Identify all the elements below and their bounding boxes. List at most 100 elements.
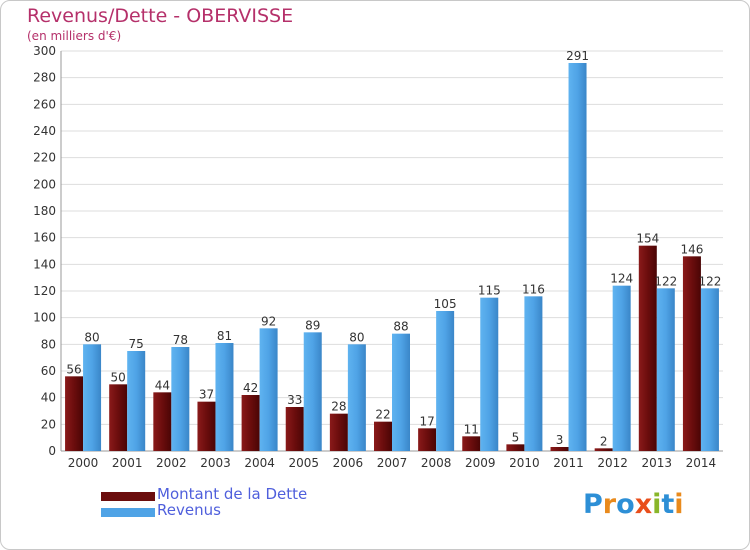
- logo-letter: i: [652, 489, 662, 520]
- data-label-revenus: 105: [434, 297, 457, 311]
- bar-revenus: [524, 296, 543, 451]
- bar-revenus: [215, 343, 234, 451]
- chart-subtitle: (en milliers d'€): [27, 29, 122, 43]
- bar-dette: [153, 392, 172, 451]
- data-label-revenus: 78: [173, 333, 188, 347]
- bar-revenus: [171, 347, 190, 451]
- x-tick-label: 2006: [333, 456, 364, 470]
- y-tick-label: 280: [33, 71, 56, 85]
- x-tick-label: 2014: [686, 456, 717, 470]
- bar-revenus: [436, 311, 455, 451]
- bar-dette: [550, 447, 569, 451]
- legend-label-revenus: Revenus: [157, 501, 221, 519]
- chart-title: Revenus/Dette - OBERVISSE: [27, 5, 294, 27]
- data-label-dette: 56: [66, 362, 81, 376]
- bar-revenus: [612, 285, 631, 451]
- data-label-revenus: 89: [305, 318, 320, 332]
- data-label-revenus: 92: [261, 314, 276, 328]
- y-tick-label: 120: [33, 284, 56, 298]
- bar-revenus: [259, 328, 278, 451]
- data-label-dette: 33: [287, 393, 302, 407]
- logo-letter: t: [661, 489, 675, 520]
- legend-swatch-revenus: [101, 508, 155, 517]
- legend-swatch-dette: [101, 492, 155, 501]
- y-tick-label: 20: [41, 417, 56, 431]
- bar-dette: [682, 256, 701, 451]
- bar-revenus: [568, 63, 587, 451]
- x-tick-label: 2001: [112, 456, 143, 470]
- bar-dette: [638, 245, 657, 451]
- proxiti-logo: Proxiti: [583, 489, 684, 520]
- data-label-dette: 17: [419, 414, 434, 428]
- data-label-revenus: 122: [698, 274, 721, 288]
- bar-dette: [241, 395, 260, 451]
- bar-dette: [374, 421, 392, 451]
- data-label-dette: 3: [556, 433, 564, 447]
- data-label-dette: 11: [464, 422, 479, 436]
- x-tick-label: 2009: [465, 456, 496, 470]
- bar-dette: [65, 376, 84, 451]
- data-label-revenus: 122: [654, 274, 677, 288]
- data-label-revenus: 116: [522, 282, 545, 296]
- y-tick-label: 0: [48, 444, 56, 458]
- x-tick-label: 2013: [642, 456, 673, 470]
- y-tick-label: 140: [33, 257, 56, 271]
- data-label-dette: 50: [111, 370, 126, 384]
- data-label-dette: 154: [636, 232, 659, 246]
- x-tick-label: 2011: [553, 456, 584, 470]
- y-tick-label: 100: [33, 311, 56, 325]
- logo-letter: i: [674, 489, 684, 520]
- y-tick-label: 200: [33, 177, 56, 191]
- bar-revenus: [392, 333, 410, 451]
- data-label-revenus: 81: [217, 329, 232, 343]
- y-tick-label: 180: [33, 204, 56, 218]
- bar-dette: [197, 401, 216, 451]
- data-label-revenus: 115: [478, 284, 501, 298]
- data-label-dette: 146: [680, 242, 703, 256]
- x-tick-label: 2007: [377, 456, 408, 470]
- y-tick-label: 60: [41, 364, 56, 378]
- logo-letter: r: [602, 489, 617, 520]
- data-label-dette: 28: [331, 400, 346, 414]
- logo-letter: P: [583, 489, 603, 520]
- bar-dette: [418, 428, 437, 451]
- bar-revenus: [303, 332, 322, 451]
- bar-dette: [594, 448, 613, 451]
- data-label-revenus: 88: [393, 320, 408, 334]
- data-label-revenus: 124: [610, 272, 633, 286]
- logo-letter: x: [634, 489, 653, 520]
- x-tick-label: 2000: [68, 456, 99, 470]
- data-label-dette: 37: [199, 388, 214, 402]
- y-tick-label: 300: [33, 44, 56, 58]
- data-label-revenus: 75: [129, 337, 144, 351]
- x-tick-label: 2008: [421, 456, 452, 470]
- x-tick-label: 2010: [509, 456, 540, 470]
- bar-revenus: [127, 351, 146, 451]
- x-tick-label: 2004: [244, 456, 275, 470]
- y-tick-label: 240: [33, 124, 56, 138]
- bar-dette: [506, 444, 525, 451]
- logo-letter: o: [616, 489, 635, 520]
- data-label-revenus: 80: [349, 330, 364, 344]
- bar-revenus: [83, 344, 102, 451]
- y-tick-label: 220: [33, 151, 56, 165]
- y-tick-label: 160: [33, 231, 56, 245]
- data-label-dette: 22: [375, 408, 390, 422]
- y-tick-label: 260: [33, 97, 56, 111]
- x-tick-label: 2003: [200, 456, 231, 470]
- data-label-dette: 5: [512, 430, 520, 444]
- x-tick-label: 2002: [156, 456, 187, 470]
- y-tick-label: 80: [41, 337, 56, 351]
- legend-label-dette: Montant de la Dette: [157, 485, 308, 503]
- bar-revenus: [347, 344, 366, 451]
- data-label-dette: 2: [600, 434, 608, 448]
- bar-revenus: [656, 288, 675, 451]
- data-label-revenus: 291: [566, 49, 589, 63]
- bar-revenus: [480, 297, 499, 451]
- bar-revenus: [700, 288, 719, 451]
- bar-dette: [109, 384, 128, 451]
- data-label-revenus: 80: [84, 330, 99, 344]
- x-tick-label: 2012: [597, 456, 628, 470]
- data-label-dette: 44: [155, 378, 170, 392]
